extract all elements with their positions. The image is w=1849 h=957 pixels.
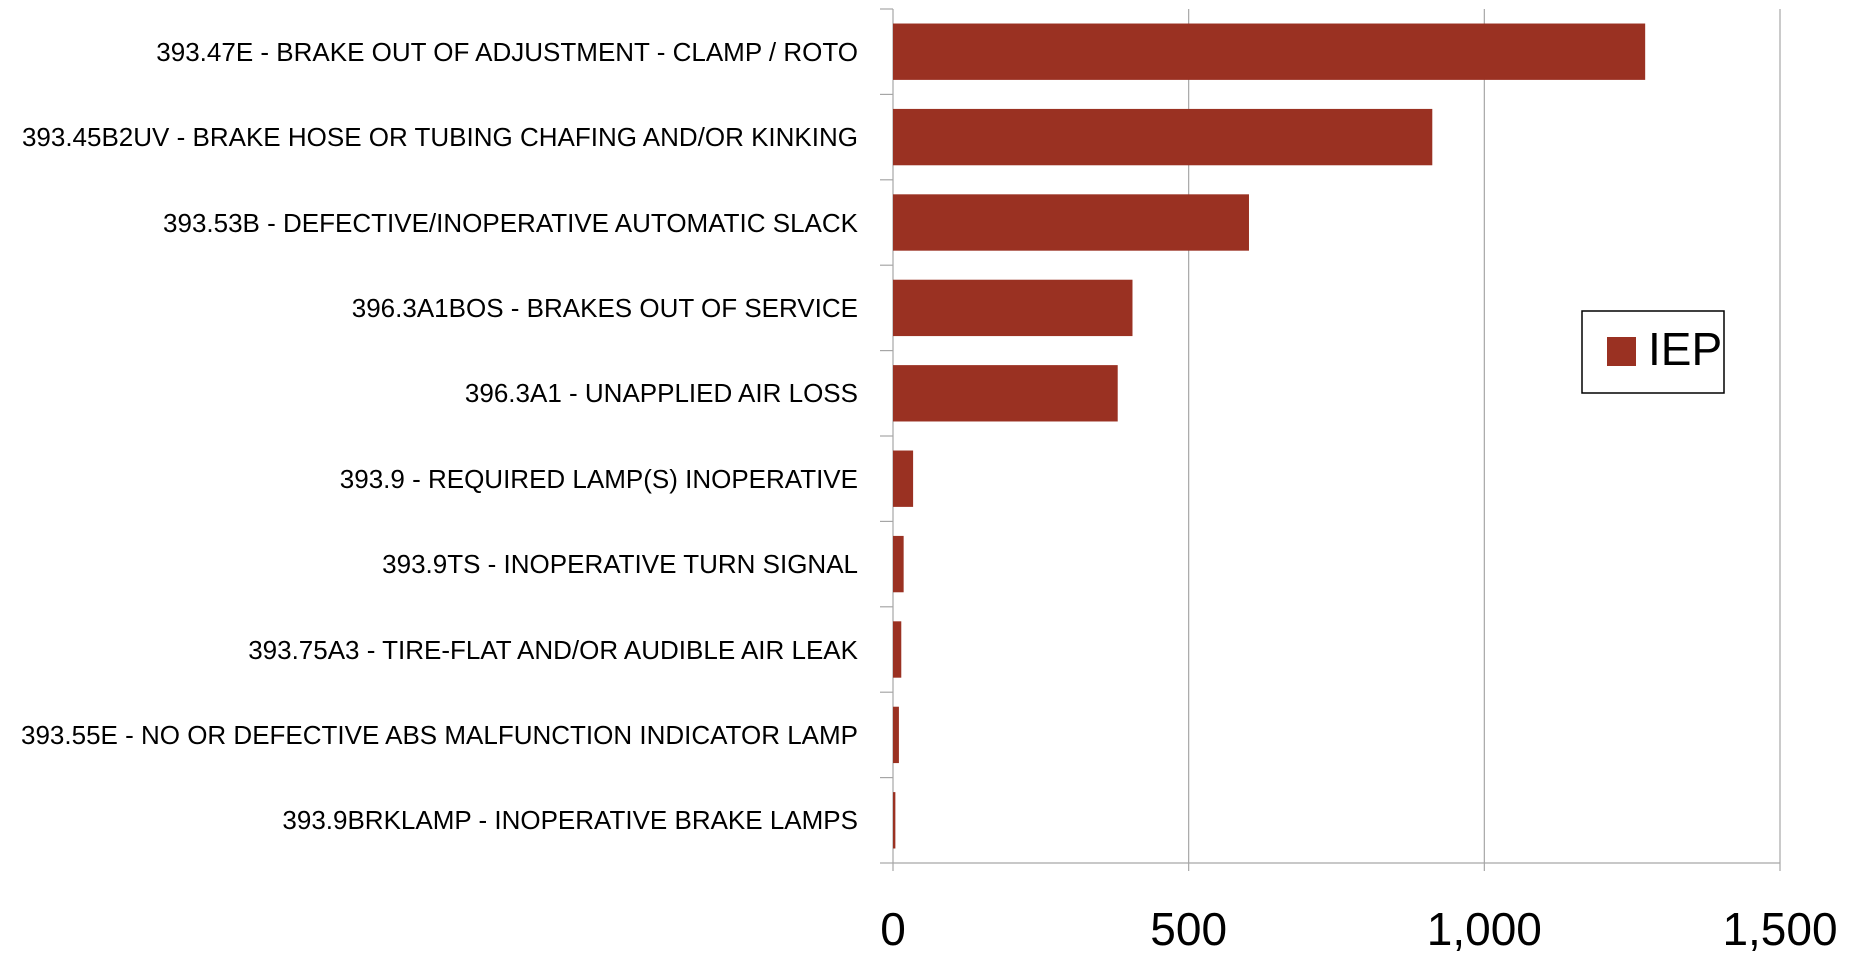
x-tick-label: 1,000 [1427, 903, 1542, 955]
bar [893, 194, 1249, 251]
bar [893, 108, 1433, 166]
y-tick-label: 393.9TS - INOPERATIVE TURN SIGNAL [12, 543, 858, 585]
y-tick-label: 396.3A1BOS - BRAKES OUT OF SERVICE [12, 287, 858, 329]
x-tick-label: 0 [880, 903, 906, 955]
y-tick-label: 396.3A1 - UNAPPLIED AIR LOSS [12, 372, 858, 414]
y-tick-text: 393.55E - NO OR DEFECTIVE ABS MALFUNCTIO… [21, 719, 858, 750]
legend-label: IEP [1648, 323, 1722, 375]
bar [893, 365, 1118, 422]
y-tick-label: 393.75A3 - TIRE-FLAT AND/OR AUDIBLE AIR … [12, 629, 858, 671]
bar [893, 535, 904, 593]
legend-swatch [1607, 337, 1636, 366]
bar [893, 450, 914, 507]
bar [893, 706, 899, 764]
y-tick-label: 393.9BRKLAMP - INOPERATIVE BRAKE LAMPS [12, 799, 858, 841]
x-tick-label: 1,500 [1722, 903, 1837, 955]
y-tick-text: 393.45B2UV - BRAKE HOSE OR TUBING CHAFIN… [21, 122, 858, 153]
bar [893, 792, 896, 849]
bar [893, 23, 1646, 80]
y-tick-text: 393.47E - BRAKE OUT OF ADJUSTMENT - CLAM… [156, 36, 858, 67]
legend-box [1581, 310, 1725, 394]
y-tick-text: 393.53B - DEFECTIVE/INOPERATIVE AUTOMATI… [163, 207, 858, 238]
y-tick-text: 396.3A1BOS - BRAKES OUT OF SERVICE [351, 292, 858, 323]
y-tick-text: 393.9 - REQUIRED LAMP(S) INOPERATIVE [339, 463, 858, 494]
y-tick-text: 393.9TS - INOPERATIVE TURN SIGNAL [382, 549, 858, 580]
y-tick-text: 393.9BRKLAMP - INOPERATIVE BRAKE LAMPS [282, 805, 858, 836]
x-tick-label: 500 [1150, 903, 1227, 955]
y-tick-label: 393.47E - BRAKE OUT OF ADJUSTMENT - CLAM… [12, 31, 858, 73]
y-tick-text: 396.3A1 - UNAPPLIED AIR LOSS [464, 378, 858, 409]
y-tick-label: 393.55E - NO OR DEFECTIVE ABS MALFUNCTIO… [12, 714, 858, 756]
y-tick-text: 393.75A3 - TIRE-FLAT AND/OR AUDIBLE AIR … [248, 634, 858, 665]
bar [893, 279, 1133, 337]
y-tick-label: 393.53B - DEFECTIVE/INOPERATIVE AUTOMATI… [12, 202, 858, 244]
y-tick-label: 393.9 - REQUIRED LAMP(S) INOPERATIVE [12, 458, 858, 500]
y-tick-label: 393.45B2UV - BRAKE HOSE OR TUBING CHAFIN… [12, 116, 858, 158]
bar [893, 621, 902, 678]
